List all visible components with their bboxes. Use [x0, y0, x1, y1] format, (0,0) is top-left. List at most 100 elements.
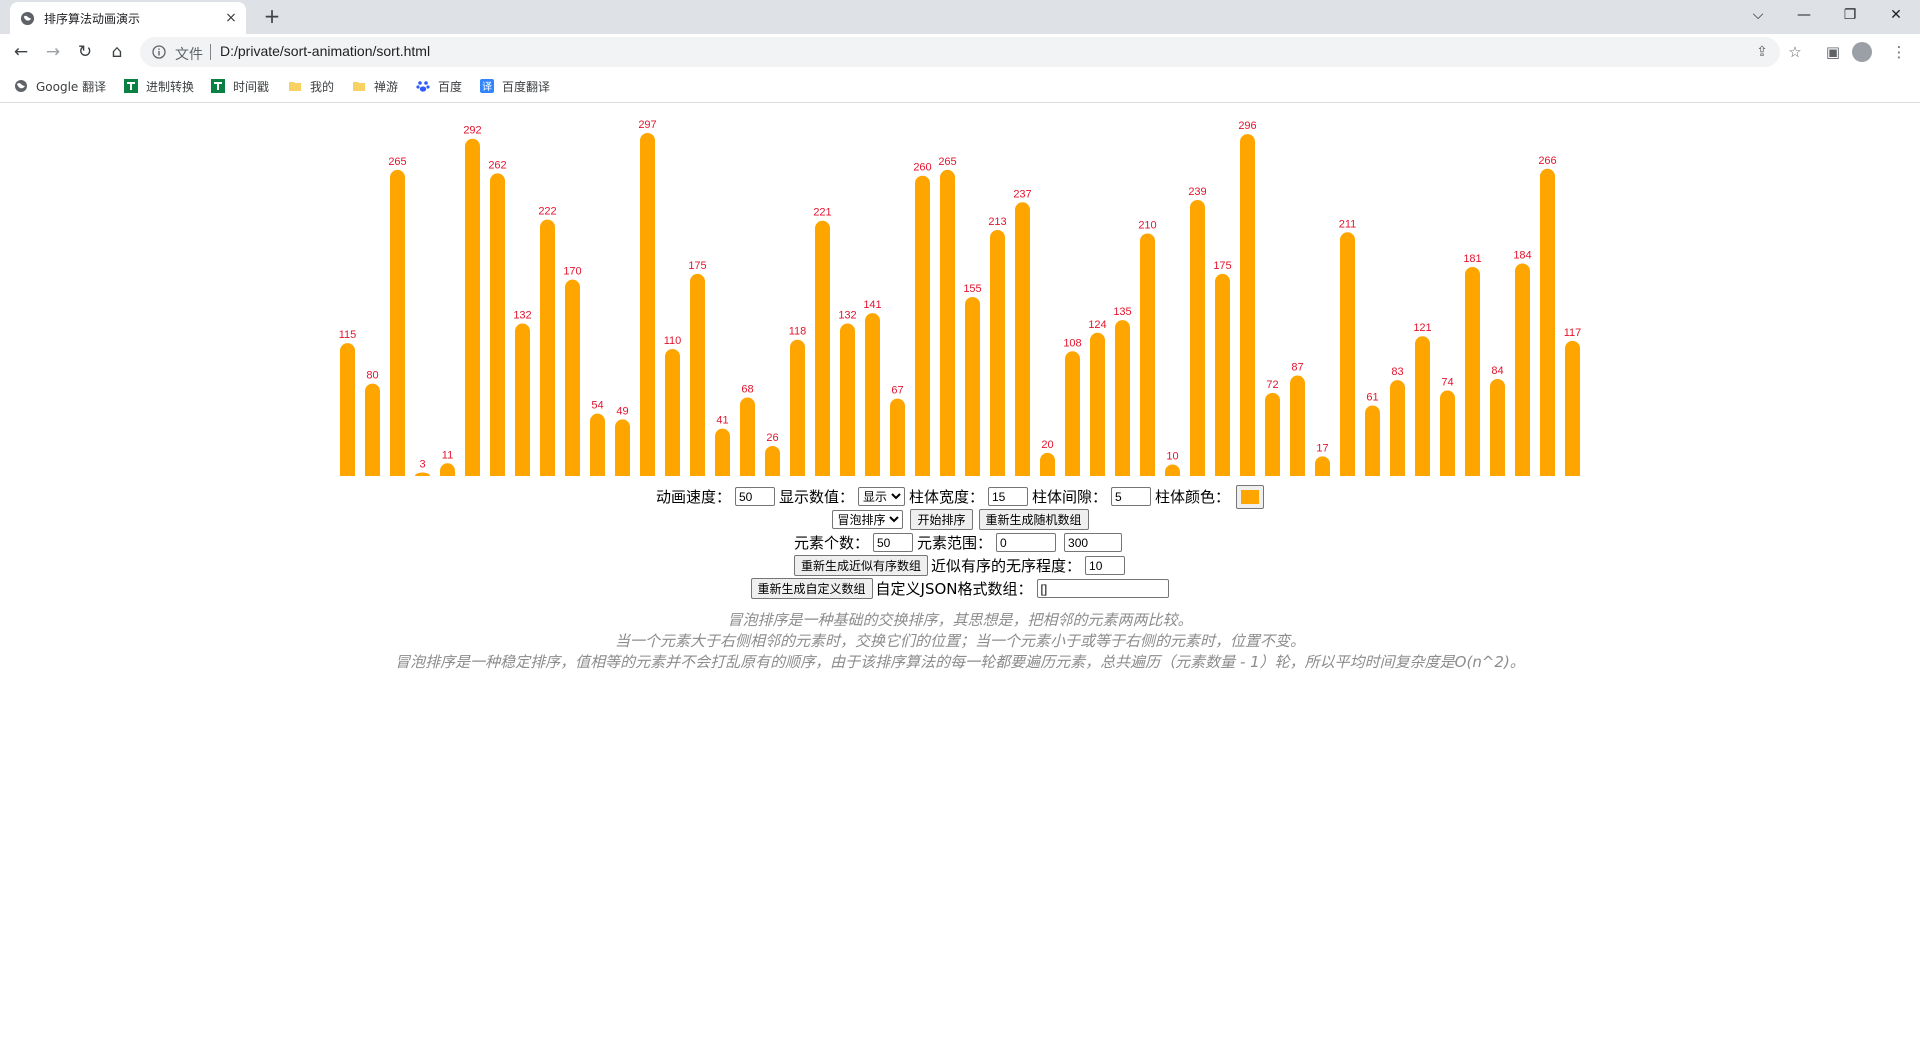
- algorithm-row: 冒泡排序 开始排序 重新生成随机数组: [0, 508, 1920, 531]
- nearly-sorted-row: 重新生成近似有序数组 近似有序的无序程度：: [0, 554, 1920, 577]
- bar: [965, 296, 980, 476]
- bar: [1440, 390, 1455, 476]
- bar: [615, 419, 630, 476]
- bar: [1515, 263, 1530, 476]
- browser-tab[interactable]: 排序算法动画演示 ×: [10, 2, 246, 34]
- bar-value-label: 3: [419, 459, 425, 471]
- bar-color-label: 柱体颜色：: [1155, 488, 1231, 506]
- bookmark-label: 百度: [438, 79, 463, 94]
- bar: [515, 323, 531, 476]
- info-icon[interactable]: [152, 45, 166, 59]
- bookmark-label: 百度翻译: [502, 79, 551, 94]
- bar: [490, 173, 505, 476]
- algorithm-description: 冒泡排序是一种基础的交换排序，其思想是，把相邻的元素两两比较。 当一个元素大于右…: [0, 610, 1920, 673]
- back-arrow-icon[interactable]: ←: [13, 42, 29, 62]
- range-min-input[interactable]: [996, 533, 1057, 552]
- regen-nearly-sorted-button[interactable]: 重新生成近似有序数组: [793, 555, 928, 576]
- bar: [1215, 273, 1230, 476]
- regen-random-button[interactable]: 重新生成随机数组: [978, 509, 1089, 530]
- bar-gap-input[interactable]: [1111, 487, 1152, 506]
- more-menu-icon[interactable]: ⋮: [1891, 43, 1907, 61]
- show-values-select[interactable]: 显示: [857, 487, 905, 506]
- home-icon[interactable]: ⌂: [111, 42, 123, 62]
- custom-json-input[interactable]: [1036, 579, 1169, 598]
- side-panel-icon[interactable]: ▣: [1825, 43, 1841, 61]
- site-info-label: 文件: [175, 47, 203, 63]
- bar: [665, 348, 680, 476]
- tab-close-icon[interactable]: ×: [225, 10, 237, 26]
- bar-value-label: 265: [938, 156, 956, 168]
- bar: [1190, 199, 1205, 476]
- bar-color-picker[interactable]: [1236, 484, 1265, 509]
- globe-icon: [20, 11, 35, 26]
- restore-button[interactable]: ❐: [1843, 7, 1857, 23]
- bookmark-radix-convert[interactable]: 进制转换: [124, 76, 194, 96]
- bar-value-label: 49: [616, 405, 628, 417]
- bookmark-folder-mine[interactable]: 我的: [288, 76, 334, 96]
- bookmark-baidu[interactable]: 百度: [416, 76, 462, 96]
- new-tab-button[interactable]: +: [263, 4, 281, 28]
- bar: [1265, 392, 1280, 476]
- bar-value-label: 121: [1413, 322, 1431, 334]
- tool-icon: [124, 79, 138, 93]
- bar-value-label: 239: [1188, 186, 1206, 198]
- regen-custom-button[interactable]: 重新生成自定义数组: [750, 578, 873, 599]
- minimize-button[interactable]: —: [1797, 7, 1811, 23]
- bar: [815, 220, 830, 476]
- count-label: 元素个数：: [793, 534, 869, 552]
- url-text[interactable]: D:/private/sort-animation/sort.html: [220, 43, 431, 59]
- bar: [340, 343, 355, 476]
- bookmark-label: 时间戳: [233, 79, 270, 94]
- profile-avatar[interactable]: [1852, 42, 1872, 62]
- bar-value-label: 108: [1063, 337, 1081, 349]
- bar: [1140, 233, 1155, 476]
- address-bar[interactable]: 文件 D:/private/sort-animation/sort.html ⇪: [140, 37, 1780, 67]
- bar-width-input[interactable]: [988, 487, 1028, 506]
- close-window-button[interactable]: ✕: [1890, 7, 1902, 23]
- bar: [940, 169, 955, 477]
- bookmark-timestamp[interactable]: 时间戳: [211, 76, 269, 96]
- disorder-input[interactable]: [1085, 556, 1126, 575]
- bar-value-label: 135: [1113, 306, 1131, 318]
- bar: [415, 472, 430, 476]
- count-input[interactable]: [873, 533, 913, 552]
- bar-value-label: 132: [838, 310, 856, 322]
- bar-value-label: 74: [1441, 377, 1453, 389]
- tab-search-chevron-icon[interactable]: ⌵: [1752, 7, 1764, 23]
- start-sort-button[interactable]: 开始排序: [910, 509, 973, 530]
- reload-icon[interactable]: ↻: [77, 42, 93, 62]
- bar-value-label: 265: [388, 156, 406, 168]
- bar-value-label: 262: [488, 159, 506, 171]
- bar: [765, 445, 780, 476]
- disorder-label: 近似有序的无序程度：: [931, 557, 1082, 575]
- bookmark-label: 禅游: [374, 79, 399, 94]
- tool-icon: [211, 79, 225, 93]
- range-max-input[interactable]: [1064, 533, 1123, 552]
- baidu-paw-icon: [416, 81, 430, 92]
- share-icon[interactable]: ⇪: [1756, 44, 1768, 60]
- bar-value-label: 155: [963, 283, 981, 295]
- folder-icon: [289, 82, 301, 91]
- bar-value-label: 175: [688, 260, 706, 272]
- bookmark-label: Google 翻译: [36, 79, 107, 94]
- bar-value-label: 54: [591, 400, 603, 412]
- bar: [640, 132, 655, 476]
- bar-value-label: 222: [538, 206, 556, 218]
- speed-input[interactable]: [734, 487, 775, 506]
- bookmark-google-translate[interactable]: Google 翻译: [14, 76, 106, 96]
- color-swatch-fill: [1241, 489, 1260, 504]
- omnibox-divider: [210, 44, 211, 60]
- bar-value-label: 141: [863, 299, 881, 311]
- bookmark-folder-chanyou[interactable]: 禅游: [352, 76, 398, 96]
- tab-strip: 排序算法动画演示 × + ⌵ — ❐ ✕: [0, 0, 1920, 34]
- bar: [1415, 336, 1430, 476]
- forward-arrow-icon[interactable]: →: [45, 42, 61, 62]
- globe-icon: [15, 80, 27, 92]
- bar-value-label: 237: [1013, 188, 1031, 200]
- bookmark-star-icon[interactable]: ☆: [1788, 43, 1802, 61]
- bar: [865, 313, 880, 476]
- bookmark-baidu-translate[interactable]: 译 百度翻译: [480, 76, 550, 96]
- bar: [990, 229, 1005, 476]
- algorithm-select[interactable]: 冒泡排序: [832, 510, 904, 529]
- bar: [915, 175, 930, 476]
